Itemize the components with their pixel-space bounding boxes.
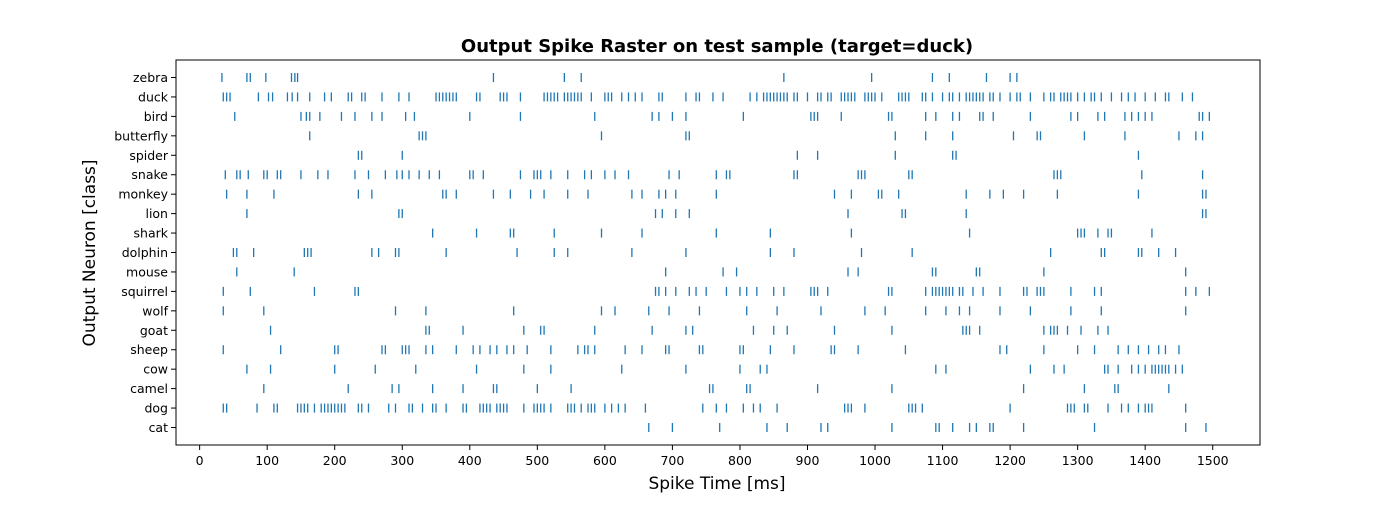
x-tick-label: 500 [525,453,549,468]
spike-row-squirrel [222,286,1210,296]
y-tick-label-squirrel: squirrel [121,284,168,299]
y-tick-label-duck: duck [138,89,169,104]
spike-row-butterfly [309,131,1204,141]
spike-row-cow [246,364,1183,374]
x-tick-label: 1100 [927,453,959,468]
x-tick-label: 1000 [859,453,891,468]
y-tick-label-butterfly: butterfly [114,128,168,143]
y-tick-label-dolphin: dolphin [122,245,168,260]
spike-row-mouse [236,267,1187,277]
x-tick-label: 0 [196,453,204,468]
y-axis-label: Output Neuron [class] [80,159,100,346]
x-tick-label: 1400 [1129,453,1161,468]
y-tick-label-goat: goat [140,323,168,338]
y-axis: cat dog camel cow sheep goat wolf squirrel mouse… [114,70,176,435]
spike-row-snake [224,170,1204,180]
x-tick-label: 900 [796,453,820,468]
y-tick-label-zebra: zebra [133,70,168,85]
x-axis-label: Spike Time [ms] [648,474,785,494]
y-tick-label-shark: shark [134,226,169,241]
y-tick-label-monkey: monkey [118,187,168,202]
x-tick-label: 800 [728,453,752,468]
plot-area [221,73,1210,432]
spike-row-sheep [222,345,1180,355]
x-tick-label: 300 [390,453,414,468]
spike-row-duck [222,92,1194,102]
x-tick-label: 1200 [994,453,1026,468]
spike-row-monkey [226,189,1207,199]
x-tick-label: 100 [255,453,279,468]
spike-row-dog [222,403,1187,413]
y-tick-label-wolf: wolf [142,303,168,318]
spike-row-lion [246,209,1207,219]
x-tick-label: 1300 [1062,453,1094,468]
y-tick-label-bird: bird [144,109,168,124]
spike-row-goat [269,325,1109,335]
y-tick-label-mouse: mouse [126,264,168,279]
x-tick-label: 600 [593,453,617,468]
spike-row-shark [431,228,1153,238]
x-axis: 0 100 200 300 400 500 600 700 800 900 1000 1100 1200… [196,445,1229,468]
spike-row-zebra [221,73,1018,82]
x-tick-label: 700 [660,453,684,468]
y-tick-label-cat: cat [149,420,169,435]
y-tick-label-dog: dog [144,401,168,416]
y-tick-label-snake: snake [131,167,168,182]
y-tick-label-camel: camel [130,381,168,396]
spike-row-cat [648,423,1207,432]
spike-row-dolphin [232,248,1177,257]
y-tick-label-spider: spider [129,148,169,163]
x-tick-label: 200 [323,453,347,468]
spike-row-camel [263,384,1170,394]
y-tick-label-lion: lion [145,206,168,221]
spike-row-bird [234,111,1210,121]
chart-title: Output Spike Raster on test sample (targ… [461,36,973,57]
spike-row-spider [357,150,1140,160]
x-tick-label: 400 [458,453,482,468]
y-tick-label-cow: cow [143,362,168,377]
y-tick-label-sheep: sheep [130,342,168,357]
spike-row-wolf [222,306,1187,316]
x-tick-label: 1500 [1197,453,1229,468]
